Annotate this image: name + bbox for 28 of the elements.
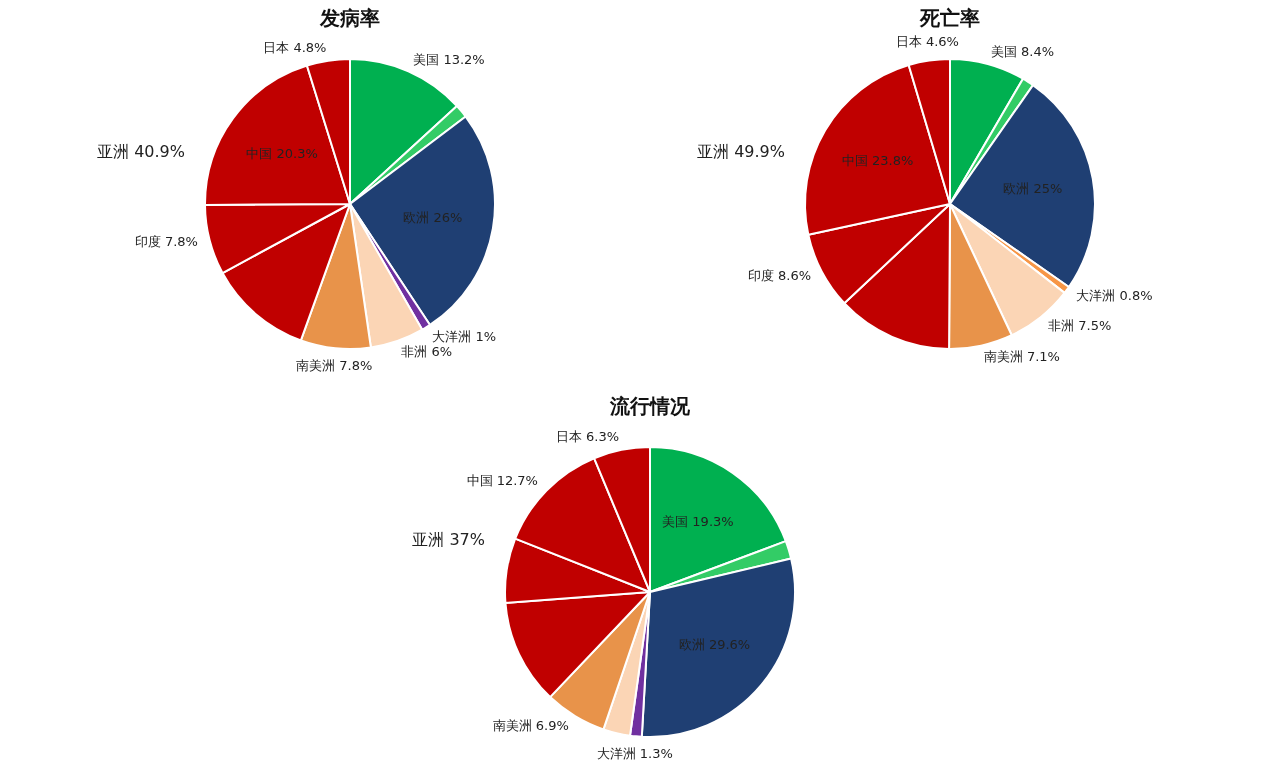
slice-label: 南美洲 6.9%: [492, 717, 569, 733]
slice-label: 美国 13.2%: [413, 51, 485, 67]
slice-label: 日本 6.3%: [555, 429, 620, 445]
slice-label: 欧洲 25%: [1003, 180, 1063, 196]
slice-label: 大洋洲 1%: [432, 328, 497, 344]
slice-label: 非洲 7.5%: [1048, 317, 1112, 333]
slice-label: 南美洲 7.1%: [983, 348, 1060, 364]
text: 亚洲 37%: [412, 530, 485, 550]
slice-label: 欧洲 26%: [403, 209, 463, 225]
chart-title: 流行情况: [609, 394, 691, 419]
slice-label: 非洲 6%: [401, 343, 453, 359]
slice-label: 日本 4.8%: [263, 40, 327, 56]
slice-label: 印度 7.8%: [134, 234, 198, 250]
slice-label: 欧洲 29.6%: [678, 637, 751, 653]
slice-label: 南美洲 7.8%: [296, 357, 373, 373]
slice-label: 大洋洲 1.3%: [596, 745, 673, 761]
text: 亚洲 40.9%: [97, 142, 185, 162]
slice-label: 美国 19.3%: [662, 514, 734, 530]
slice-label: 印度 8.6%: [747, 268, 812, 284]
slice-label: 中国 12.7%: [466, 473, 538, 489]
chart-title: 死亡率: [919, 6, 980, 31]
chart-title: 发病率: [319, 6, 380, 31]
slice-label: 日本 4.6%: [895, 34, 959, 50]
slice-label: 中国 23.8%: [841, 152, 914, 168]
text: 亚洲 49.9%: [697, 142, 785, 162]
slice-label: 大洋洲 0.8%: [1076, 288, 1153, 304]
slice-label: 中国 20.3%: [246, 145, 318, 161]
slice-label: 美国 8.4%: [990, 43, 1055, 59]
